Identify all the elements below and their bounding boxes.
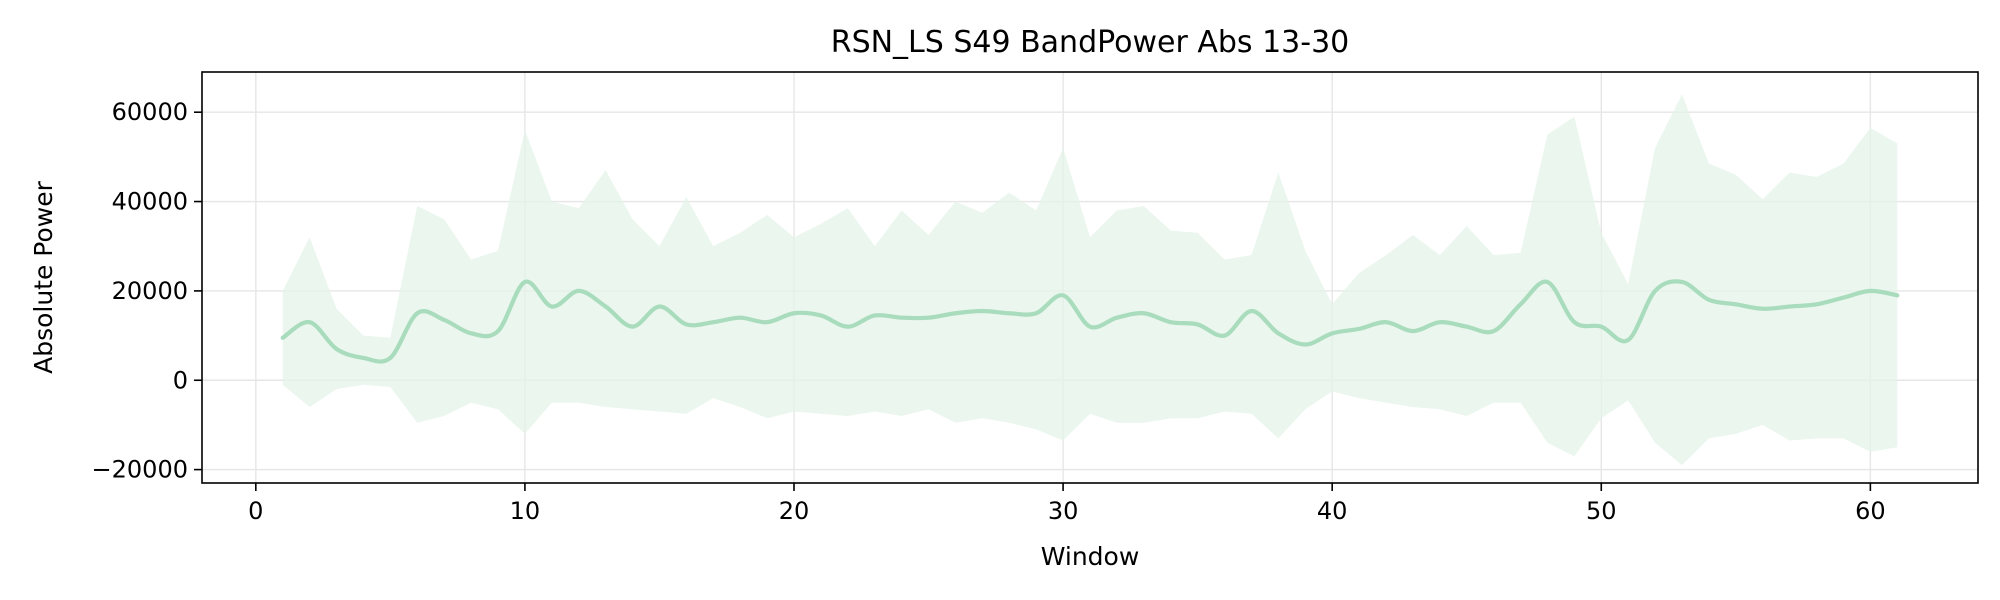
x-axis-title: Window [1041,542,1140,571]
tick-layer: 0 10 20 30 40 50 60 −20000 0 20000 40000 60000 [92,98,1886,525]
x-tick-label: 30 [1048,497,1079,525]
y-tick-label: −20000 [92,456,188,484]
line-layer [280,279,1900,364]
band-layer [282,94,1898,466]
x-tick-label: 0 [248,497,263,525]
y-tick-label: 40000 [112,188,188,216]
chart-title: RSN_LS S49 BandPower Abs 13-30 [831,25,1350,60]
y-tick-label: 0 [173,366,188,394]
y-axis-title: Absolute Power [29,180,58,374]
x-tick-label: 60 [1855,497,1886,525]
y-tick-label: 20000 [112,277,188,305]
y-tick-label: 60000 [112,98,188,126]
x-tick-label: 20 [779,497,810,525]
mean-line [280,279,1900,364]
plot-frame [201,71,1979,484]
x-tick-label: 40 [1317,497,1348,525]
x-tick-label: 10 [510,497,541,525]
x-tick-label: 50 [1586,497,1617,525]
variance-band [282,94,1898,466]
